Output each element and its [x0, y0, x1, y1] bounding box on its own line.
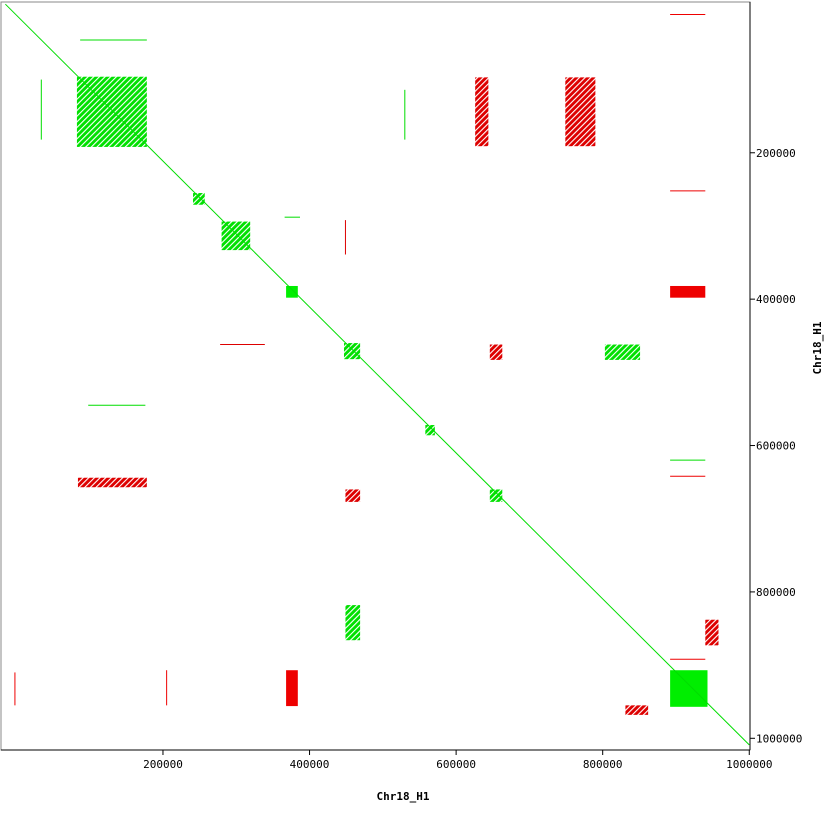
alignment-block — [286, 670, 298, 707]
x-tick-label: 600000 — [436, 758, 476, 771]
alignment-block — [565, 77, 596, 147]
y-tick-label: 800000 — [756, 586, 796, 599]
alignment-line — [5, 3, 750, 746]
x-tick-label: 1000000 — [726, 758, 772, 771]
x-tick-label: 400000 — [290, 758, 330, 771]
y-tick-label: 600000 — [756, 440, 796, 453]
alignment-block — [625, 705, 649, 715]
x-tick-label: 200000 — [143, 758, 183, 771]
alignment-block — [345, 605, 361, 641]
alignment-block — [604, 344, 641, 360]
alignment-block — [489, 344, 503, 360]
x-axis-label: Chr18_H1 — [377, 790, 430, 803]
alignment-block — [193, 193, 205, 205]
alignment-block — [343, 343, 361, 360]
alignment-block — [705, 619, 719, 646]
alignment-block — [76, 76, 147, 147]
alignment-block — [345, 489, 361, 502]
alignment-block — [475, 77, 489, 147]
x-tick-label: 800000 — [583, 758, 623, 771]
y-tick-label: 200000 — [756, 147, 796, 160]
alignment-block — [77, 477, 147, 488]
alignment-block — [425, 425, 435, 436]
y-tick-label: 400000 — [756, 293, 796, 306]
alignment-block — [670, 670, 708, 707]
alignment-block — [286, 285, 298, 298]
alignment-block — [221, 221, 251, 251]
alignment-block — [489, 489, 503, 502]
y-tick-label: 1000000 — [756, 732, 802, 745]
alignment-block — [670, 285, 706, 298]
y-axis-label: Chr18_H1 — [811, 321, 824, 374]
